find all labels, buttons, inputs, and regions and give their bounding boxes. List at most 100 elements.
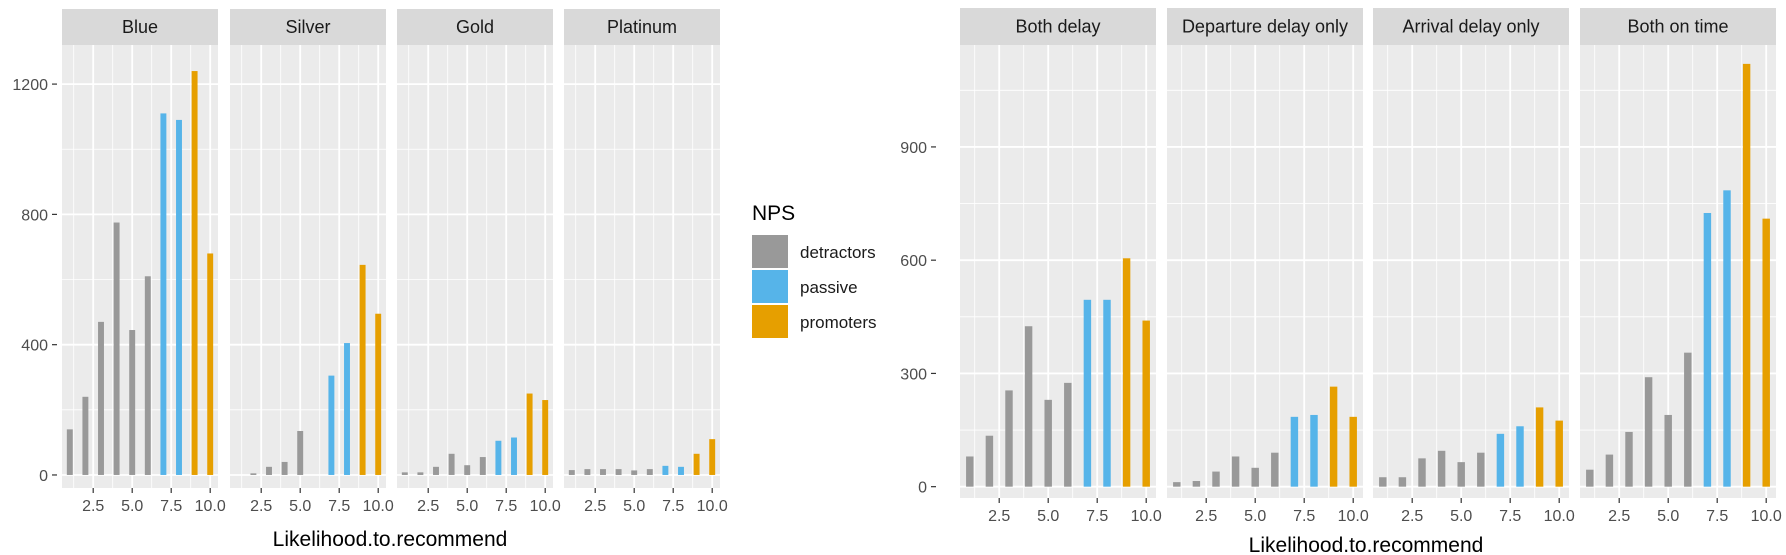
bar <box>464 465 471 475</box>
x-axis-title: Likelihood.to.recommend <box>1249 534 1484 555</box>
legend-label-promoters: promoters <box>800 313 877 332</box>
legend-label-passive: passive <box>800 278 858 297</box>
x-tick-label: 7.5 <box>495 498 517 515</box>
bar <box>1024 326 1033 487</box>
bar <box>1418 458 1426 487</box>
bar <box>693 453 700 475</box>
bar <box>359 264 366 475</box>
bar <box>1684 352 1692 487</box>
legend-swatch-passive <box>752 270 788 303</box>
bar <box>98 321 104 475</box>
bar <box>631 470 638 475</box>
y-tick-label: 0 <box>918 480 927 497</box>
bar <box>1398 477 1407 487</box>
x-tick-label: 7.5 <box>160 498 182 515</box>
x-tick-label: 5.0 <box>1657 508 1679 525</box>
facet-strip <box>1580 8 1776 45</box>
bar <box>297 430 304 475</box>
bar <box>433 466 439 475</box>
x-tick-label: 7.5 <box>1086 508 1108 525</box>
y-tick-label: 600 <box>900 253 927 270</box>
x-tick-label: 10.0 <box>530 498 561 515</box>
bar <box>678 466 684 475</box>
bar <box>584 469 591 475</box>
panel-background <box>564 45 720 488</box>
facet-strip-label: Blue <box>122 17 158 37</box>
x-tick-label: 2.5 <box>1401 508 1423 525</box>
facet-panel-blue: Blue 2.5 5.0 7.5 10.0 <box>62 9 226 515</box>
bar <box>66 429 73 475</box>
bar <box>1005 390 1013 487</box>
bar <box>1142 320 1150 487</box>
bar <box>1605 454 1614 487</box>
bar <box>1271 452 1279 487</box>
bar <box>1349 416 1357 487</box>
bar <box>1064 382 1072 487</box>
bar <box>1664 414 1672 487</box>
bar <box>113 222 120 475</box>
status-facet-chart: 0 400 800 1200 Blue 2.5 5.0 7.5 10.0 Silver 2.5 5.0… <box>12 9 728 551</box>
x-tick-label: 2.5 <box>1608 508 1630 525</box>
facet-strip <box>564 9 720 45</box>
bar <box>1122 258 1131 487</box>
bar <box>1535 407 1544 487</box>
x-tick-label: 5.0 <box>289 498 311 515</box>
facet-panel-both-on-time: Both on time 2.5 5.0 7.5 10.0 <box>1580 8 1782 525</box>
bar <box>266 466 272 475</box>
x-tick-label: 5.0 <box>623 498 645 515</box>
bar <box>1644 377 1653 487</box>
facet-panel-gold: Gold 2.5 5.0 7.5 10.0 <box>397 9 561 515</box>
bar <box>1555 420 1563 487</box>
y-tick-label: 800 <box>21 207 48 224</box>
bar <box>1457 462 1465 487</box>
x-tick-label: 2.5 <box>417 498 439 515</box>
bar <box>479 457 486 475</box>
x-tick-label: 5.0 <box>1037 508 1059 525</box>
bar <box>176 119 182 475</box>
x-tick-label: 2.5 <box>250 498 272 515</box>
bar <box>1212 471 1220 487</box>
x-tick-label: 5.0 <box>456 498 478 515</box>
bar <box>568 470 575 475</box>
x-tick-label: 10.0 <box>195 498 226 515</box>
x-tick-label: 10.0 <box>1544 508 1575 525</box>
bar <box>600 469 606 475</box>
bar <box>1762 218 1770 487</box>
bar <box>448 453 455 475</box>
facet-strip <box>1373 8 1569 45</box>
facet-strip-label: Both delay <box>1015 17 1100 37</box>
bar <box>1103 299 1111 487</box>
x-tick-label: 7.5 <box>1499 508 1521 525</box>
bar <box>1044 399 1052 487</box>
x-tick-label: 10.0 <box>1338 508 1369 525</box>
y-tick-label: 0 <box>39 468 48 485</box>
facet-strip <box>1167 8 1363 45</box>
bar <box>1516 426 1524 487</box>
x-tick-label: 10.0 <box>1751 508 1782 525</box>
bar <box>1703 212 1712 487</box>
bar <box>328 375 335 475</box>
bar <box>709 439 716 475</box>
bar <box>1496 433 1505 487</box>
facet-panel-silver: Silver 2.5 5.0 7.5 10.0 <box>230 9 394 515</box>
bar <box>1231 456 1240 487</box>
facet-strip-label: Both on time <box>1627 17 1728 37</box>
x-tick-label: 2.5 <box>584 498 606 515</box>
facet-panel-arrival-delay-only: Arrival delay only 2.5 5.0 7.5 10.0 <box>1373 8 1575 525</box>
facet-strip <box>230 9 386 45</box>
bar <box>1173 482 1181 487</box>
bar <box>1477 452 1485 487</box>
x-tick-label: 7.5 <box>1706 508 1728 525</box>
legend-label-detractors: detractors <box>800 243 876 262</box>
bar <box>1379 477 1387 487</box>
x-tick-label: 5.0 <box>121 498 143 515</box>
facet-strip-label: Gold <box>456 17 494 37</box>
x-tick-label: 10.0 <box>363 498 394 515</box>
bar <box>615 469 622 475</box>
bar <box>1192 481 1201 487</box>
bar <box>401 472 408 475</box>
legend-swatch-promoters <box>752 305 788 338</box>
y-tick-label: 400 <box>21 338 48 355</box>
y-tick-label: 900 <box>900 140 927 157</box>
